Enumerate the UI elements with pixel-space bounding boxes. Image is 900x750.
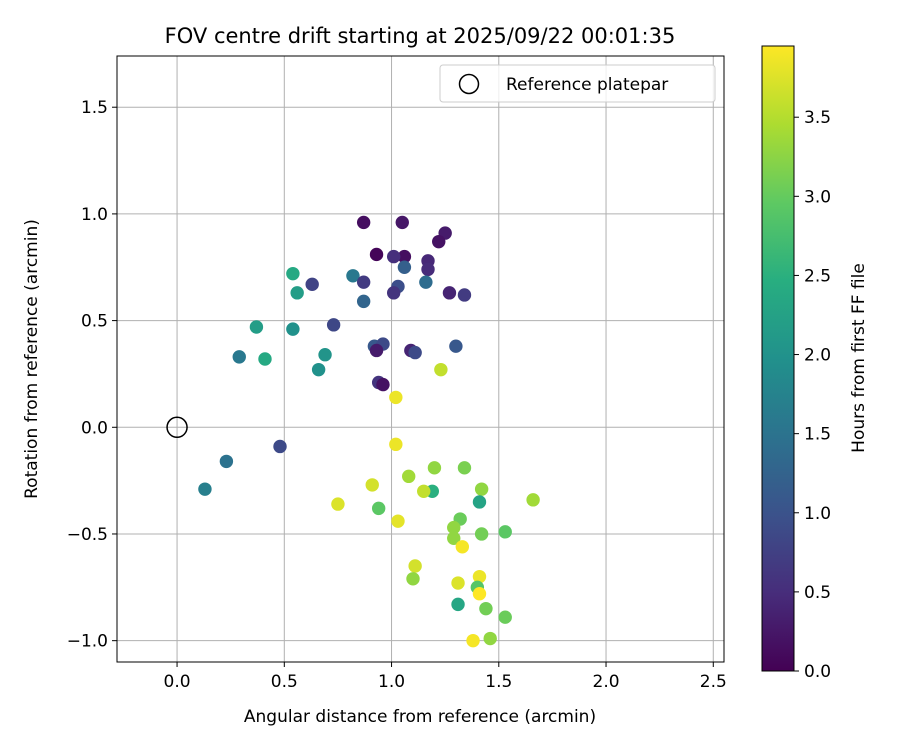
data-point	[434, 362, 448, 377]
y-tick-label: 1.0	[81, 205, 108, 225]
data-point	[451, 597, 465, 612]
data-point	[397, 249, 412, 264]
legend-box	[439, 64, 716, 103]
colorbar-label: Hours from first FF file	[849, 263, 869, 453]
colorbar-tick-label: 2.5	[804, 266, 831, 286]
colorbar-tick-label: 3.0	[804, 187, 831, 207]
data-point	[365, 478, 379, 492]
x-tick-label: 0.5	[271, 672, 298, 692]
data-point	[472, 587, 487, 601]
data-points	[198, 215, 540, 648]
data-point	[232, 350, 246, 364]
x-ticks: 0.0 0.5 1.0 1.5 2.0 2.5	[164, 662, 727, 692]
x-tick-label: 2.5	[700, 672, 727, 692]
data-point	[474, 527, 489, 541]
data-point	[386, 249, 401, 264]
colorbar-tick-label: 3.5	[804, 108, 831, 128]
legend-reference-label: Reference platepar	[506, 75, 668, 95]
y-tick-label: 0.5	[81, 312, 108, 332]
data-point	[474, 482, 489, 496]
data-point	[356, 275, 371, 289]
data-point	[479, 601, 493, 616]
data-point	[273, 439, 287, 454]
y-tick-label: 1.5	[81, 98, 108, 118]
data-point	[391, 514, 405, 528]
data-point	[408, 559, 422, 573]
y-tick-label: −0.5	[67, 525, 108, 545]
data-point	[483, 631, 497, 646]
data-point	[356, 294, 371, 309]
data-point	[457, 288, 472, 302]
data-point	[466, 633, 480, 648]
legend: Reference platepar	[439, 64, 716, 103]
colorbar-tick-label: 2.0	[804, 346, 831, 366]
x-axis-label: Angular distance from reference (arcmin)	[244, 707, 596, 727]
data-point	[451, 576, 465, 590]
data-point	[427, 461, 442, 475]
data-point	[356, 215, 371, 230]
data-point	[408, 345, 422, 360]
data-point	[331, 497, 345, 511]
x-tick-label: 2.0	[593, 672, 620, 692]
y-tick-label: 0.0	[81, 418, 108, 438]
data-point	[472, 495, 487, 509]
legend-reference-marker	[458, 73, 480, 95]
data-point	[311, 362, 326, 377]
data-point	[421, 262, 435, 277]
data-point	[389, 390, 403, 405]
data-point	[369, 247, 384, 262]
data-point	[286, 322, 300, 336]
x-tick-label: 1.0	[378, 672, 405, 692]
data-point	[417, 484, 431, 498]
data-point	[419, 275, 433, 289]
data-point	[432, 234, 446, 249]
data-point	[442, 286, 457, 300]
data-point	[472, 569, 487, 584]
colorbar-tick-label: 0.5	[804, 583, 831, 603]
data-point	[369, 343, 384, 358]
data-point	[447, 520, 461, 535]
data-point	[376, 377, 390, 392]
data-point	[447, 531, 461, 545]
colorbar-tick-label: 1.0	[804, 504, 831, 524]
data-point	[286, 266, 300, 281]
data-point	[406, 572, 420, 586]
data-point	[498, 525, 512, 539]
y-ticks: −1.0 −0.5 0.0 0.5 1.0 1.5	[67, 98, 117, 652]
data-point	[371, 501, 386, 516]
data-point	[402, 469, 416, 484]
colorbar	[761, 45, 795, 672]
data-point	[326, 318, 341, 332]
reference-layer	[166, 416, 188, 439]
data-point	[249, 320, 264, 334]
data-point	[346, 269, 360, 283]
x-tick-label: 1.5	[485, 672, 512, 692]
data-point	[457, 461, 472, 475]
data-point	[305, 277, 319, 292]
data-point	[386, 286, 401, 300]
data-point	[219, 454, 234, 469]
data-point	[449, 339, 463, 353]
data-point	[455, 540, 470, 554]
chart-title: FOV centre drift starting at 2025/09/22 …	[165, 24, 676, 48]
plot-frame	[116, 55, 725, 663]
data-point	[290, 286, 304, 300]
data-point	[258, 352, 272, 366]
colorbar-tick-label: 1.5	[804, 425, 831, 445]
data-point	[397, 260, 412, 274]
colorbar-tick-label: 0.0	[804, 662, 831, 682]
x-tick-label: 0.0	[164, 672, 191, 692]
data-point	[498, 610, 512, 624]
data-point	[526, 493, 540, 507]
data-point	[389, 437, 403, 452]
y-tick-label: −1.0	[67, 632, 108, 652]
data-point	[318, 348, 332, 362]
colorbar-ticks: 0.0 0.5 1.0 1.5 2.0 2.5 3.0 3.5	[794, 108, 831, 682]
grid	[117, 56, 724, 662]
data-point	[395, 215, 409, 230]
data-point	[198, 482, 212, 496]
y-axis-label: Rotation from reference (arcmin)	[22, 219, 42, 499]
reference-platepar-marker	[166, 416, 188, 439]
